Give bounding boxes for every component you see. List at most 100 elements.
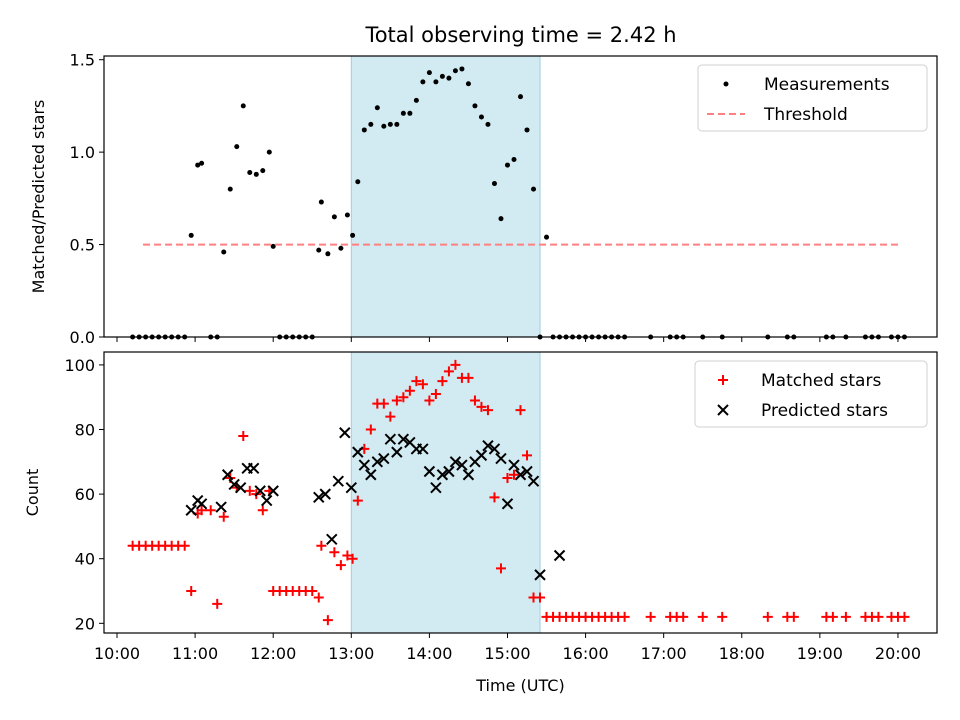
measurement-point [452, 68, 458, 74]
matched-star-point [244, 485, 255, 496]
chart-title: Total observing time = 2.42 h [364, 23, 676, 47]
matched-star-point [697, 611, 708, 622]
matched-star-point [352, 495, 363, 506]
matched-star-point [678, 611, 689, 622]
y-tick-label: 60 [75, 485, 95, 504]
observing-window-shade [351, 352, 541, 633]
bottom-legend: Matched stars Predicted stars [694, 360, 928, 428]
matched-star-point [404, 385, 415, 396]
measurement-point [188, 232, 194, 238]
matched-star-point [788, 611, 799, 622]
matched-star-point [827, 611, 838, 622]
predicted-star-point [326, 533, 338, 546]
y-tick-label: 1.0 [70, 143, 95, 162]
predicted-star-point [215, 501, 227, 513]
predicted-star-point [384, 433, 397, 445]
y-tick-label: 80 [75, 421, 95, 440]
predicted-star-point [185, 504, 197, 516]
measurement-point [459, 66, 465, 72]
matched-star-point [873, 611, 884, 622]
measurement-point [465, 81, 471, 87]
matched-star-point [502, 472, 513, 483]
matched-star-point [365, 424, 376, 435]
measurement-point [355, 179, 361, 185]
y-tick-label: 100 [64, 356, 95, 375]
matched-star-point [437, 376, 448, 387]
matched-star-point [476, 401, 487, 412]
bottom-observing-window-shade [350, 352, 541, 633]
matched-star-point [469, 395, 480, 406]
matched-star-point [717, 611, 728, 622]
legend-box [694, 360, 928, 428]
measurement-point [394, 121, 400, 127]
predicted-star-point [345, 481, 358, 494]
predicted-star-point [553, 549, 566, 562]
matched-star-point [186, 586, 197, 597]
measurement-point [413, 97, 419, 103]
measurement-point [407, 110, 413, 116]
measurement-point [240, 103, 246, 109]
matched-star-point [489, 492, 500, 503]
legend-measurement-swatch [723, 81, 729, 87]
measurement-point [439, 73, 445, 79]
matched-star-point [385, 411, 396, 422]
x-axis-label: Time (UTC) [475, 676, 564, 695]
matched-star-point [196, 505, 207, 516]
predicted-star-point [195, 498, 208, 510]
predicted-star-point [371, 456, 384, 468]
bottom-plot-marks [127, 359, 910, 626]
matched-star-point [329, 547, 340, 558]
matched-star-point [430, 388, 441, 399]
measurement-point [270, 243, 276, 249]
predicted-star-point [521, 465, 533, 478]
predicted-star-point [417, 443, 429, 455]
measurement-point [446, 75, 452, 81]
predicted-star-point [391, 446, 403, 458]
observing-window-shade [351, 56, 541, 337]
predicted-star-point [495, 452, 507, 465]
matched-star-point [645, 611, 656, 622]
x-tick-label: 19:00 [797, 644, 843, 663]
matched-star-point [443, 366, 454, 377]
x-tick-label: 13:00 [328, 644, 374, 663]
predicted-star-point [462, 469, 475, 481]
measurement-point [374, 105, 380, 111]
measurement-point [227, 186, 233, 192]
measurement-point [338, 245, 344, 251]
top-axes-frame [103, 55, 938, 338]
matched-star-point [378, 398, 389, 409]
matched-star-point [238, 430, 249, 441]
matched-star-point [762, 611, 773, 622]
matched-star-point [424, 395, 435, 406]
matched-star-point [257, 505, 268, 516]
measurement-point [325, 251, 331, 257]
legend-label: Predicted stars [761, 401, 888, 421]
measurement-point [498, 216, 504, 222]
y-tick-label: 1.5 [70, 51, 95, 70]
measurement-point [195, 162, 201, 168]
matched-star-point [463, 372, 474, 383]
measurement-point [518, 94, 523, 100]
matched-star-point [840, 611, 851, 622]
predicted-star-point [443, 465, 455, 478]
predicted-star-point [365, 469, 377, 481]
measurement-point [478, 114, 484, 120]
matched-star-point [515, 405, 526, 416]
predicted-star-point [397, 433, 410, 445]
measurement-point [350, 232, 356, 238]
bottom-axes-frame [103, 351, 938, 634]
measurement-point [199, 160, 205, 166]
measurement-point [504, 162, 510, 168]
x-tick-label: 15:00 [484, 644, 530, 663]
matched-star-point [899, 611, 910, 622]
predicted-star-point [534, 569, 546, 581]
predicted-star-point [475, 449, 488, 462]
top-observing-window-shade [350, 56, 541, 337]
matched-star-point [417, 379, 428, 390]
predicted-star-point [339, 427, 351, 439]
matched-star-point [450, 359, 461, 370]
matched-star-point [316, 540, 327, 551]
predicted-star-point [378, 452, 390, 465]
matched-star-point [391, 395, 402, 406]
measurement-point [318, 199, 324, 205]
